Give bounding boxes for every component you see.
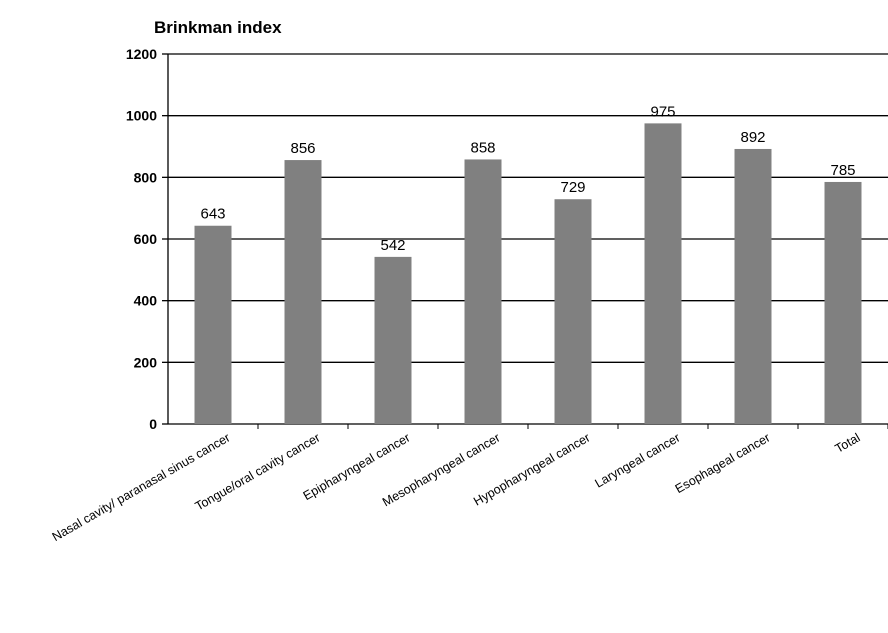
chart-title: Brinkman index [154,18,282,37]
gridlines [168,53,888,425]
x-axis-labels: Nasal cavity/ paranasal sinus cancerTong… [50,430,863,544]
y-tick-label: 200 [134,354,158,370]
x-tick-label: Esophageal cancer [673,430,773,496]
bar [644,123,682,424]
bar [284,160,322,425]
data-label: 858 [470,139,495,156]
data-label: 729 [560,179,585,196]
data-label: 643 [200,206,225,223]
y-tick-label: 400 [134,293,158,309]
y-tick-label: 600 [134,231,158,247]
data-label: 785 [830,162,855,179]
y-axis: 0 200 400 600 800 1000 1200 [126,46,888,432]
y-tick-label: 1200 [126,46,157,62]
x-tick-label: Nasal cavity/ paranasal sinus cancer [50,430,233,544]
x-tick-label: Total [833,430,863,455]
bar [824,181,862,424]
bar [554,199,592,424]
y-tick-label: 1000 [126,108,157,124]
data-label: 542 [380,237,405,254]
data-labels: 643 856 542 858 729 975 892 785 [200,103,855,254]
x-tick-label: Laryngeal cancer [592,430,682,490]
bar [374,256,412,424]
bar [734,148,772,424]
bar [464,159,502,424]
data-label: 856 [290,140,315,157]
bars [194,123,862,425]
y-tick-label: 0 [149,416,157,432]
data-label: 975 [650,103,675,120]
data-label: 892 [740,129,765,146]
y-tick-label: 800 [134,169,158,185]
bar [194,225,232,424]
